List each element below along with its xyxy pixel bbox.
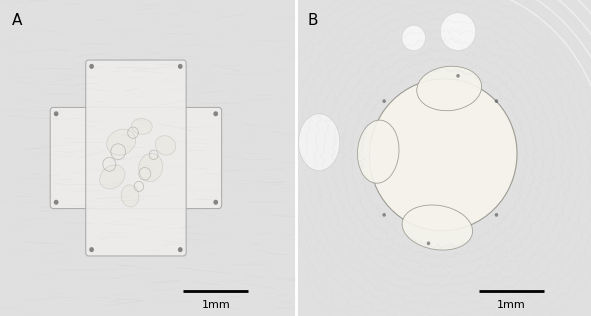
Circle shape	[54, 200, 59, 205]
Ellipse shape	[298, 114, 340, 171]
Circle shape	[213, 111, 218, 116]
Circle shape	[495, 99, 498, 103]
Circle shape	[213, 200, 218, 205]
Ellipse shape	[369, 79, 517, 231]
Ellipse shape	[155, 136, 176, 155]
FancyBboxPatch shape	[50, 107, 222, 209]
Ellipse shape	[132, 118, 152, 134]
Ellipse shape	[139, 153, 163, 182]
Text: 1mm: 1mm	[202, 300, 230, 310]
Text: 1mm: 1mm	[497, 300, 525, 310]
Circle shape	[89, 64, 94, 69]
FancyBboxPatch shape	[86, 60, 186, 256]
Circle shape	[427, 241, 430, 245]
Text: A: A	[12, 13, 22, 27]
Ellipse shape	[107, 129, 135, 155]
Ellipse shape	[402, 205, 473, 250]
Text: B: B	[307, 13, 318, 27]
Circle shape	[178, 64, 183, 69]
Circle shape	[402, 25, 426, 51]
Circle shape	[89, 247, 94, 252]
Circle shape	[382, 99, 386, 103]
Circle shape	[456, 74, 460, 78]
Circle shape	[178, 247, 183, 252]
Ellipse shape	[100, 165, 125, 189]
Ellipse shape	[358, 120, 399, 183]
Ellipse shape	[121, 185, 139, 207]
Circle shape	[54, 111, 59, 116]
Circle shape	[382, 213, 386, 217]
Circle shape	[495, 213, 498, 217]
Circle shape	[440, 13, 476, 51]
Ellipse shape	[417, 66, 482, 111]
